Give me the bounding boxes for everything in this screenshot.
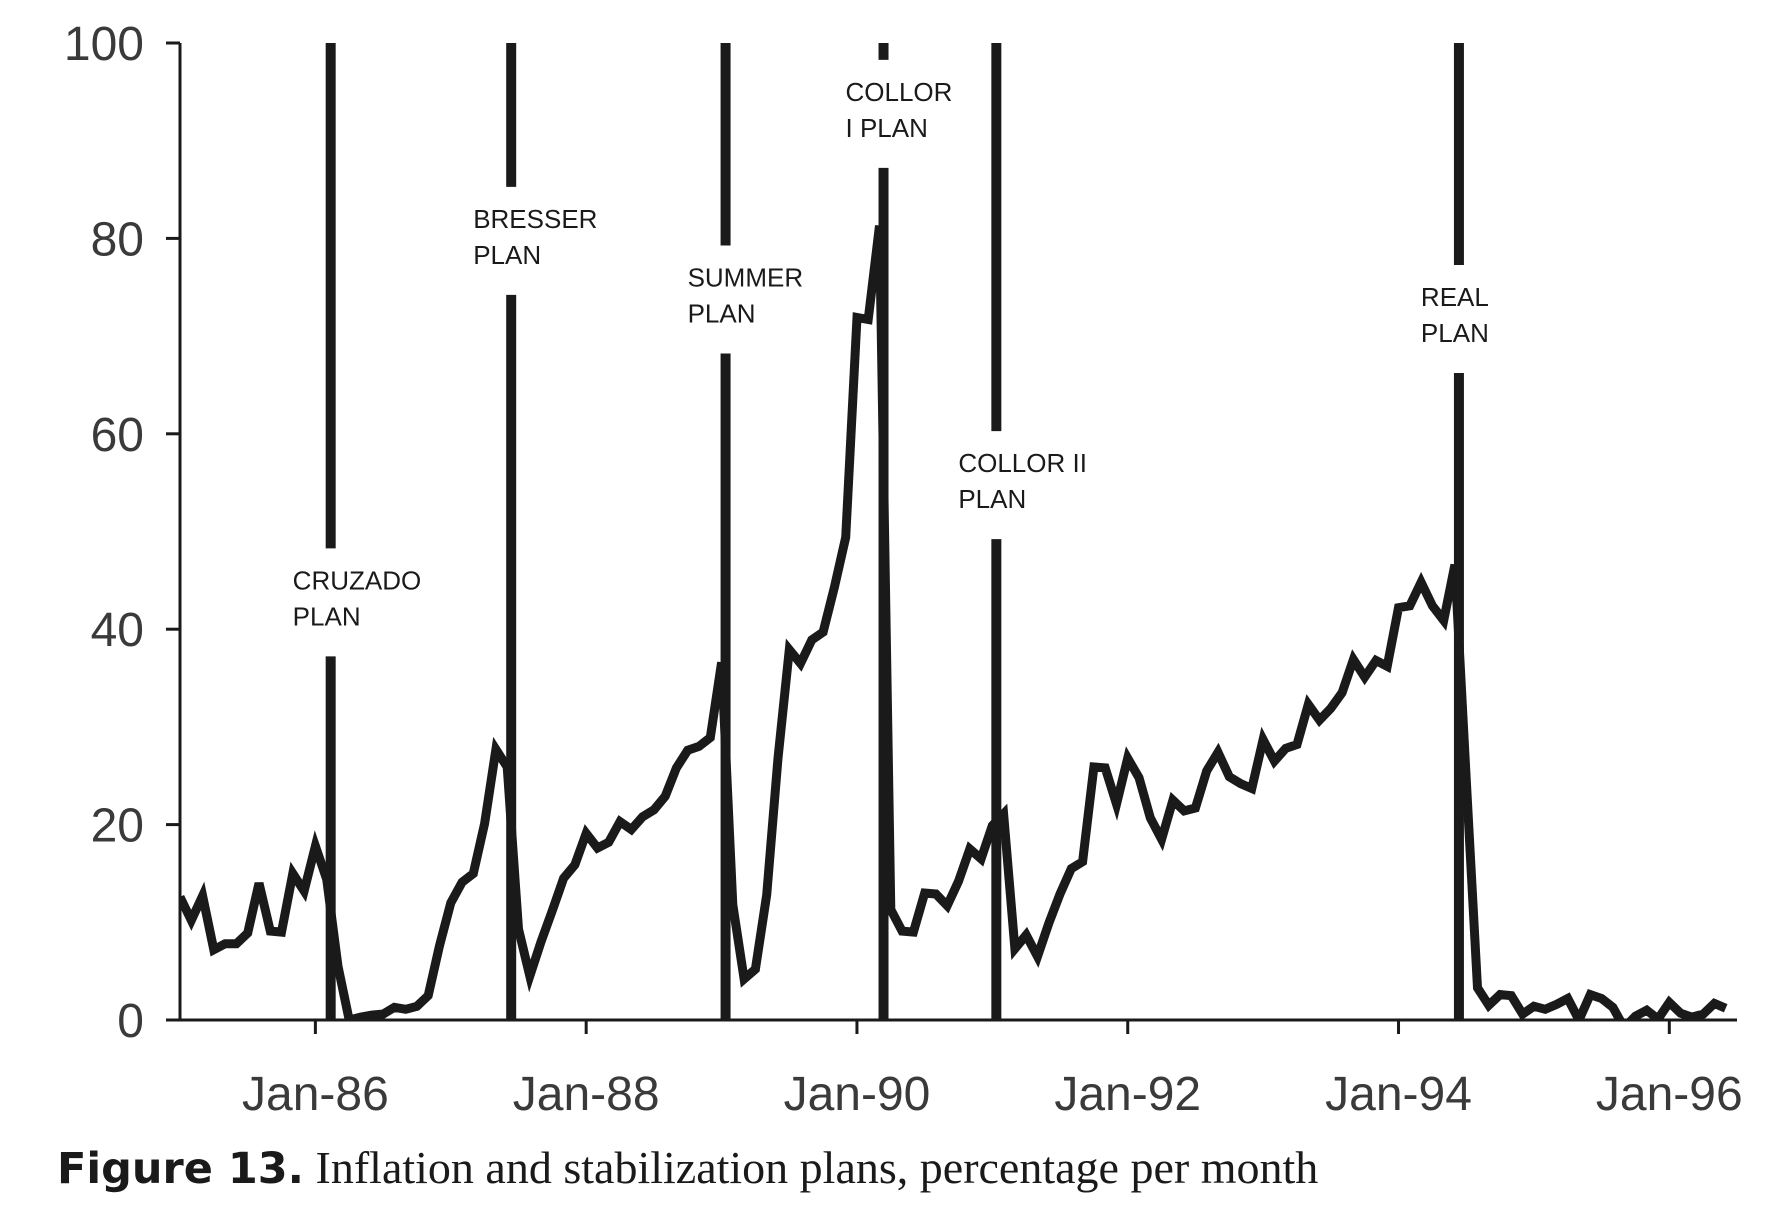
- plan-label-line1: CRUZADO: [293, 565, 422, 595]
- plan-label-line1: BRESSER: [473, 204, 597, 234]
- plan-label-line2: PLAN: [293, 601, 361, 631]
- plan-marker: BRESSER PLAN: [473, 43, 597, 1020]
- plan-label-line1: SUMMER: [688, 262, 804, 292]
- y-tick-label: 20: [91, 800, 144, 853]
- figure-caption: Figure 13. Inflation and stabilization p…: [57, 1141, 1318, 1194]
- y-tick-label: 60: [91, 409, 144, 462]
- plot-area: [180, 225, 1728, 1020]
- figure-caption-label: Figure 13.: [57, 1144, 305, 1194]
- plan-label-line2: PLAN: [958, 484, 1026, 514]
- plan-label-line1: COLLOR: [846, 77, 953, 107]
- y-tick-label: 80: [91, 213, 144, 266]
- plan-label-line1: COLLOR II: [958, 448, 1087, 478]
- plan-marker: COLLOR I PLAN: [846, 43, 953, 1020]
- plan-marker: REAL PLAN: [1421, 43, 1489, 1020]
- chart-axes: [178, 43, 1737, 1022]
- plan-label-line2: PLAN: [1421, 318, 1489, 348]
- plan-label-line1: REAL: [1421, 282, 1489, 312]
- x-tick-label: Jan-96: [1596, 1068, 1743, 1121]
- x-tick-label: Jan-94: [1325, 1068, 1472, 1121]
- plan-label-line2: I PLAN: [846, 113, 928, 143]
- plan-marker: COLLOR II PLAN: [958, 43, 1087, 1020]
- plan-marker: SUMMER PLAN: [688, 43, 804, 1020]
- x-tick-label: Jan-92: [1054, 1068, 1201, 1121]
- y-tick-label: 100: [64, 18, 144, 71]
- y-tick-label: 40: [91, 604, 144, 657]
- x-axis-ticks: Jan-86 Jan-88 Jan-90 Jan-92 Jan-94 Jan-96: [242, 1020, 1743, 1121]
- plan-label-line2: PLAN: [473, 240, 541, 270]
- inflation-series-line: [180, 225, 1728, 1020]
- y-tick-label: 0: [117, 995, 144, 1048]
- plan-label-line2: PLAN: [688, 298, 756, 328]
- y-axis-ticks: 0 20 40 60 80 100: [64, 18, 180, 1048]
- plan-marker: CRUZADO PLAN: [293, 43, 422, 1020]
- x-tick-label: Jan-88: [513, 1068, 660, 1121]
- x-tick-label: Jan-90: [784, 1068, 931, 1121]
- x-tick-label: Jan-86: [242, 1068, 389, 1121]
- figure-caption-text: Inflation and stabilization plans, perce…: [315, 1142, 1319, 1193]
